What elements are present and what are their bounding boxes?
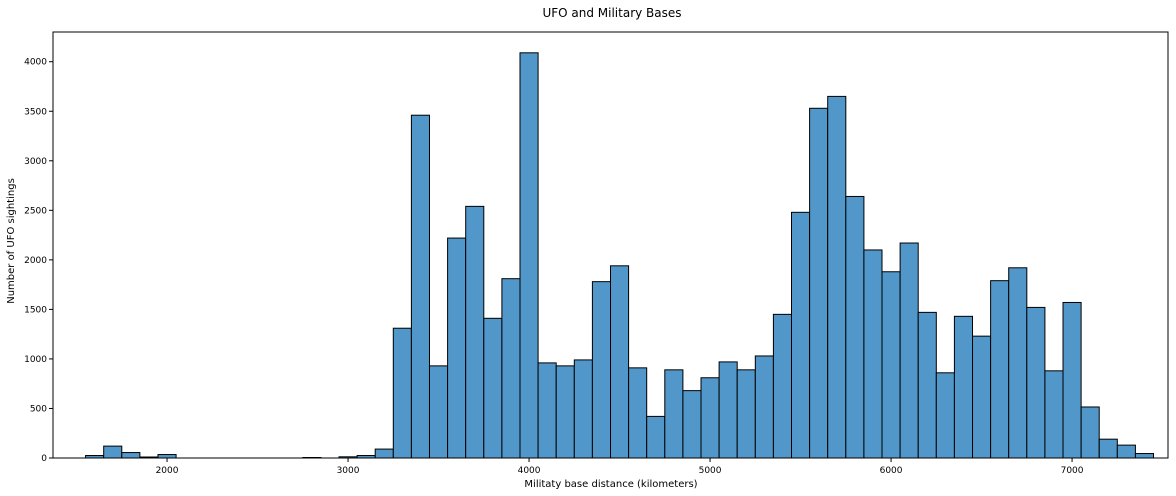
histogram-bar [465,205,485,459]
histogram-bar [392,327,412,459]
histogram-bar [483,317,503,459]
x-tick-label: 3000 [337,466,360,476]
histogram-bar [809,107,829,459]
histogram-bar [555,365,575,459]
y-tick-label: 500 [30,404,47,414]
histogram-bar [1008,267,1028,459]
histogram-bar [863,249,883,459]
histogram-bar [990,280,1010,459]
y-tick-label: 2000 [24,256,47,266]
y-axis: 0 500 1000 1500 2000 2500 3000 3500 4000 [24,58,53,464]
y-tick-label: 3000 [24,157,47,167]
histogram-bar [935,372,955,459]
histogram-bar [610,265,630,459]
x-tick-label: 6000 [880,466,903,476]
histogram-bar [899,242,919,459]
x-tick-label: 2000 [156,466,179,476]
histogram-bar [881,271,901,459]
histogram-bar [519,52,539,459]
histogram-bar [1026,306,1046,459]
bars-group [85,52,1155,459]
histogram-bar [917,311,937,459]
x-tick-label: 7000 [1061,466,1084,476]
histogram-bar [736,369,756,459]
y-tick-label: 1000 [24,355,47,365]
histogram-bar [1116,444,1136,459]
histogram-bar [772,313,793,459]
histogram-bar [573,359,593,459]
y-tick-label: 1500 [24,305,47,315]
histogram-bar [718,361,738,459]
histogram-bar [537,362,557,459]
histogram-bar [845,195,865,459]
x-axis-label: Militaty base distance (kilometers) [524,479,697,490]
histogram-bar [447,237,467,459]
y-tick-label: 2500 [24,206,47,216]
histogram-bar [1062,301,1082,459]
x-tick-label: 4000 [518,466,541,476]
y-axis-label: Number of UFO sightings [6,178,17,304]
histogram-bar [410,114,430,459]
histogram-bar [1080,406,1100,459]
histogram-bar [972,335,992,459]
histogram-bar [953,315,974,459]
chart-title: UFO and Military Bases [542,6,681,20]
histogram-bar [121,452,141,459]
histogram-bar [664,369,684,459]
histogram-bar [827,95,847,459]
histogram-bar [591,281,612,459]
histogram-bar [501,278,521,459]
histogram-bar [1098,438,1118,459]
histogram-bar [754,355,774,459]
y-tick-label: 3500 [24,107,47,117]
histogram-bar [700,377,720,459]
y-tick-label: 4000 [24,58,47,68]
histogram-bar [646,415,666,459]
x-tick-label: 5000 [699,466,722,476]
histogram-bar [1044,370,1064,459]
histogram-bar [682,390,702,459]
histogram-bar [428,365,449,459]
histogram-bar [374,448,394,459]
histogram-bar [157,454,177,459]
histogram-bar [791,211,811,459]
y-tick-label: 0 [41,454,47,464]
histogram-bar [103,445,123,459]
histogram-bar [628,367,648,459]
histogram-bar [1134,453,1155,459]
plot-frame [52,31,1169,459]
x-axis: 2000 3000 4000 5000 6000 7000 [156,458,1084,476]
